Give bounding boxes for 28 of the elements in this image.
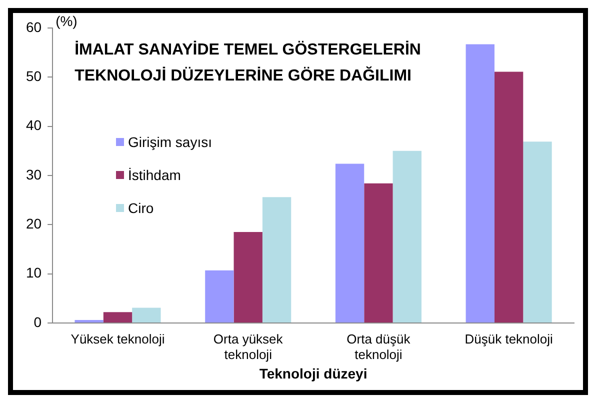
x-tick-label: Düşük teknoloji — [464, 331, 554, 346]
bar — [494, 72, 524, 322]
y-tick-label: 10 — [26, 264, 42, 281]
bar — [262, 197, 292, 322]
bar — [335, 164, 364, 322]
x-tick-label: Orta düşük teknoloji — [346, 331, 411, 362]
legend-label: İstihdam — [128, 166, 181, 182]
legend-label: Ciro — [128, 200, 154, 216]
x-tick-label: Orta yüksek teknoloji — [213, 331, 284, 362]
bar — [103, 312, 132, 322]
bar — [234, 232, 262, 322]
x-tick-label: Yüksek teknoloji — [70, 331, 165, 346]
y-tick-label: 60 — [26, 18, 42, 35]
y-axis-title: (%) — [56, 12, 78, 29]
y-tick-label: 20 — [26, 216, 42, 232]
bar — [466, 44, 494, 322]
x-axis-title: Teknoloji düzeyi — [259, 365, 368, 382]
y-tick-label: 40 — [26, 117, 42, 134]
y-tick-label: 50 — [26, 68, 42, 84]
legend-label: Girişim sayısı — [128, 134, 212, 150]
bar — [523, 142, 552, 322]
bar — [205, 270, 234, 322]
y-tick-label: 0 — [34, 314, 42, 330]
bar — [364, 183, 393, 322]
bar — [132, 308, 161, 322]
y-tick-label: 30 — [26, 166, 42, 182]
bar — [392, 150, 422, 322]
text: İMALAT SANAYİDE TEMEL GÖSTERGELERİN TEKNOLOJİ DÜZEYLERİNE GÖRE DAĞILIMI — [74, 40, 421, 84]
